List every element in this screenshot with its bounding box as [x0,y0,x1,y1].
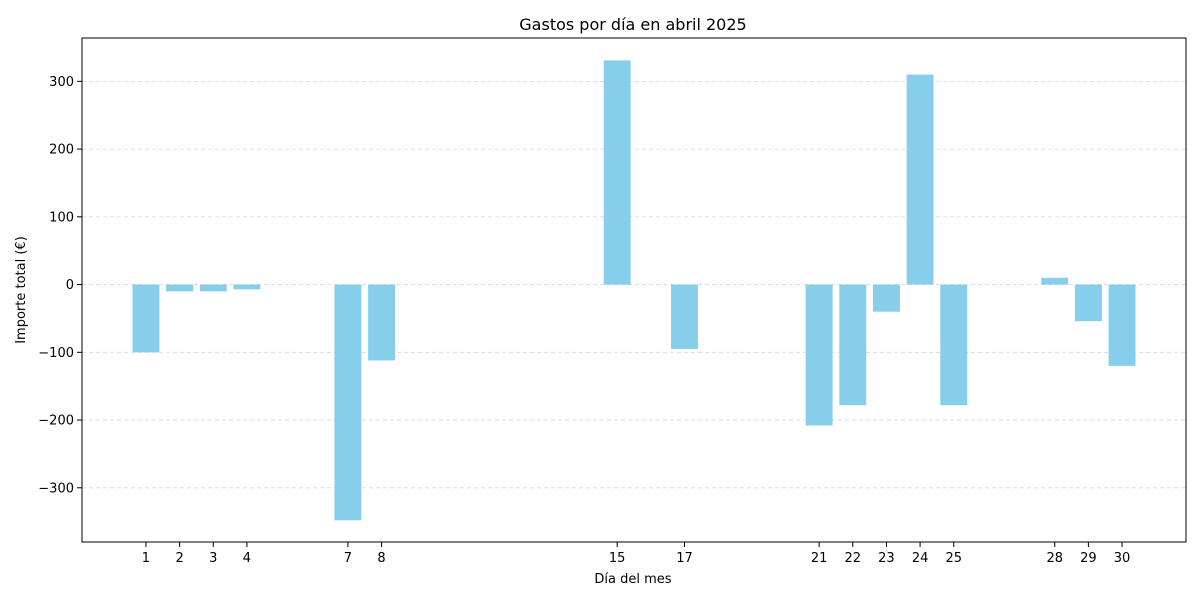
bar [368,284,396,361]
y-tick-label: −100 [38,346,74,361]
chart-title: Gastos por día en abril 2025 [519,15,746,34]
x-tick-label: 3 [209,551,217,566]
bar [940,284,968,406]
bar [1074,284,1102,322]
x-tick-label: 23 [878,551,895,566]
y-axis-label: Importe total (€) [14,236,29,344]
bar [839,284,867,406]
x-tick-label: 15 [609,551,626,566]
y-tick-label: 100 [49,210,74,225]
plot-frame [81,37,1187,543]
x-tick-label: 17 [676,551,693,566]
y-tick-label: −200 [38,414,74,429]
x-tick-label: 25 [945,551,962,566]
bar [199,284,227,292]
bar [805,284,833,426]
bar [233,284,261,290]
y-tick-label: 200 [49,143,74,158]
bar [334,284,362,521]
bar [1041,277,1069,285]
y-axis-ticks: −300 −200 −100 0 100 200 300 [38,75,82,496]
x-axis-ticks: 1 2 3 4 7 8 15 17 21 22 23 24 25 28 29 30 [142,542,1131,566]
bar [671,284,698,349]
x-tick-label: 29 [1080,551,1097,566]
bar [1108,284,1136,366]
x-axis-label: Día del mes [594,572,671,587]
x-tick-label: 7 [344,551,352,566]
x-tick-label: 28 [1046,551,1063,566]
gridlines [82,80,1186,489]
x-tick-label: 4 [243,551,251,566]
x-tick-label: 21 [811,551,828,566]
bar [603,60,631,285]
y-tick-label: −300 [38,481,74,496]
bar [166,284,194,292]
y-tick-label: 300 [49,75,74,90]
bar [906,74,934,285]
bars [132,60,1136,521]
x-tick-label: 8 [377,551,385,566]
bar [872,284,900,312]
x-tick-label: 30 [1114,551,1131,566]
y-tick-label: 0 [66,278,74,293]
x-tick-label: 22 [845,551,862,566]
bar [132,284,160,353]
x-tick-label: 2 [175,551,183,566]
x-tick-label: 1 [142,551,150,566]
x-tick-label: 24 [912,551,929,566]
